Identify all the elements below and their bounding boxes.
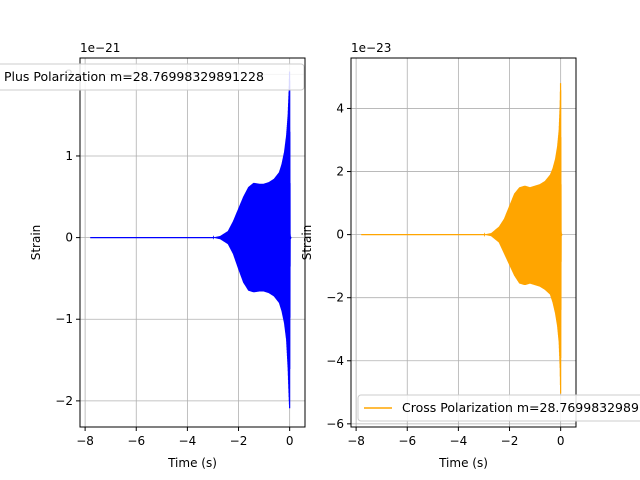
plus-y-tick-label: 1	[65, 149, 73, 163]
cross-axes-frame	[350, 57, 577, 428]
cross-y-tick-label: 4	[336, 101, 344, 115]
cross-offset-label: 1e−23	[351, 41, 391, 55]
plus-x-tick-label: −8	[76, 434, 94, 448]
plus-x-tick-label: −2	[230, 434, 248, 448]
cross-legend-label: Cross Polarization m=28.76998329891228	[402, 400, 640, 415]
cross-y-tick-label: −2	[326, 291, 344, 305]
plus-y-tick-label: 0	[65, 231, 73, 245]
plus-legend-box	[0, 63, 305, 91]
plus-offset-label: 1e−21	[80, 41, 120, 55]
plus-waveform-line	[90, 71, 292, 409]
plus-y-tick-label: −2	[55, 394, 73, 408]
plus-y-tick-label: −1	[55, 312, 73, 326]
cross-x-tick-label: −6	[398, 434, 416, 448]
plus-x-axis-label: Time (s)	[167, 456, 217, 470]
cross-y-axis-label: Strain	[300, 225, 314, 261]
cross-waveform-line	[361, 83, 563, 394]
cross-x-tick-label: 0	[557, 434, 565, 448]
cross-x-axis-label: Time (s)	[438, 456, 488, 470]
cross-y-tick-label: 2	[336, 165, 344, 179]
plus-x-tick-label: −4	[179, 434, 197, 448]
plus-axes-frame	[79, 57, 306, 428]
plus-x-tick-label: −6	[127, 434, 145, 448]
cross-x-tick-label: −8	[347, 434, 365, 448]
plus-x-tick-label: 0	[286, 434, 294, 448]
cross-x-tick-label: −4	[450, 434, 468, 448]
cross-y-tick-label: −6	[326, 417, 344, 431]
cross-y-tick-label: −4	[326, 354, 344, 368]
plus-legend: Plus Polarization m=28.76998329891228	[0, 63, 305, 91]
cross-y-tick-label: 0	[336, 228, 344, 242]
plus-legend-label: Plus Polarization m=28.76998329891228	[4, 69, 264, 84]
cross-x-tick-label: −2	[501, 434, 519, 448]
cross-legend-box	[357, 394, 640, 422]
cross-legend: Cross Polarization m=28.76998329891228	[357, 394, 640, 422]
plus-y-axis-label: Strain	[29, 225, 43, 261]
